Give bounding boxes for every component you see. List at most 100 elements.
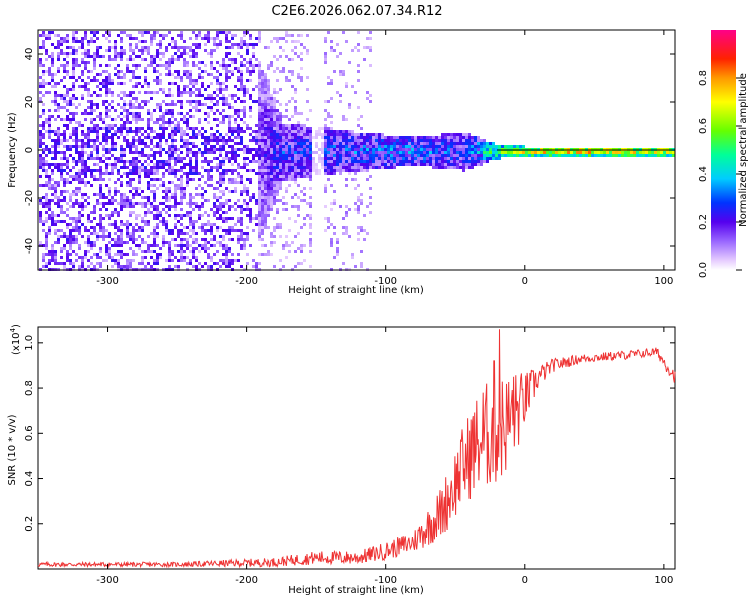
spectrogram-cell xyxy=(258,166,261,169)
spectrogram-cell xyxy=(213,37,216,40)
spectrogram-cell xyxy=(306,34,309,37)
spectrogram-cell xyxy=(267,103,270,106)
spectrogram-cell xyxy=(45,241,48,244)
spectrogram-cell xyxy=(156,256,159,259)
spectrogram-cell xyxy=(234,178,237,181)
spectrogram-cell xyxy=(51,64,54,67)
spectrogram-cell xyxy=(303,166,306,169)
spectrogram-cell xyxy=(255,58,258,61)
spectrogram-cell xyxy=(99,46,102,49)
spectrogram-cell xyxy=(108,40,111,43)
spectrogram-cell xyxy=(120,232,123,235)
spectrogram-cell xyxy=(108,79,111,82)
spectrogram-cell xyxy=(333,151,336,154)
spectrogram-cell xyxy=(246,52,249,55)
spectrogram-cell xyxy=(261,79,264,82)
spectrogram-cell xyxy=(54,166,57,169)
spectrogram-cell xyxy=(258,85,261,88)
spectrogram-cell xyxy=(120,118,123,121)
spectrogram-cell xyxy=(324,151,327,154)
spectrogram-cell xyxy=(357,139,360,142)
spectrogram-cell xyxy=(468,160,471,163)
spectrogram-cell xyxy=(51,217,54,220)
spectrogram-cell xyxy=(237,166,240,169)
spectrogram-cell xyxy=(171,229,174,232)
spectrogram-cell xyxy=(294,91,297,94)
spectrogram-cell xyxy=(369,163,372,166)
spectrogram-cell xyxy=(345,148,348,151)
spectrogram-cell xyxy=(216,163,219,166)
spectrogram-cell xyxy=(384,145,387,148)
spectrogram-cell xyxy=(327,136,330,139)
spectrogram-cell xyxy=(417,139,420,142)
spectrogram-cell xyxy=(273,91,276,94)
spectrogram-cell xyxy=(54,151,57,154)
spectrogram-cell xyxy=(66,118,69,121)
spectrogram-cell xyxy=(117,136,120,139)
spectrogram-cell xyxy=(633,151,636,154)
spectrogram-cell xyxy=(267,79,270,82)
spectrogram-cell xyxy=(72,76,75,79)
spectrogram-cell xyxy=(324,40,327,43)
spectrogram-cell xyxy=(282,178,285,181)
spectrogram-cell xyxy=(306,133,309,136)
spectrogram-cell xyxy=(246,262,249,265)
spectrogram-cell xyxy=(330,241,333,244)
spectrogram-cell xyxy=(258,172,261,175)
spectrogram-cell xyxy=(87,220,90,223)
spectrogram-cell xyxy=(186,85,189,88)
spectrogram-cell xyxy=(123,193,126,196)
spectrogram-cell xyxy=(261,244,264,247)
spectrogram-cell xyxy=(117,94,120,97)
spectrogram-cell xyxy=(282,70,285,73)
spectrogram-cell xyxy=(312,163,315,166)
spectrogram-cell xyxy=(204,103,207,106)
spectrogram-cell xyxy=(294,145,297,148)
spectrogram-cell xyxy=(135,163,138,166)
spectrogram-cell xyxy=(210,226,213,229)
spectrogram-cell xyxy=(258,64,261,67)
spectrogram-cell xyxy=(48,130,51,133)
spectrogram-cell xyxy=(333,169,336,172)
spectrogram-cell xyxy=(417,145,420,148)
spectrogram-cell xyxy=(180,157,183,160)
spectrogram-cell xyxy=(342,118,345,121)
spectrogram-cell xyxy=(333,142,336,145)
spectrogram-cell xyxy=(195,193,198,196)
spectrogram-cell xyxy=(177,244,180,247)
spectrogram-cell xyxy=(216,166,219,169)
spectrogram-cell xyxy=(477,160,480,163)
spectrogram-cell xyxy=(117,70,120,73)
spectrogram-cell xyxy=(144,175,147,178)
spectrogram-cell xyxy=(207,112,210,115)
spectrogram-cell xyxy=(66,256,69,259)
spectrogram-cell xyxy=(54,154,57,157)
spectrogram-cell xyxy=(399,148,402,151)
spectrogram-cell xyxy=(135,214,138,217)
spectrogram-cell xyxy=(114,148,117,151)
spectrogram-cell xyxy=(111,94,114,97)
spectrogram-cell xyxy=(195,94,198,97)
spectrogram-cell xyxy=(129,178,132,181)
spectrogram-cell xyxy=(252,193,255,196)
spectrogram-cell xyxy=(99,178,102,181)
spectrogram-cell xyxy=(435,154,438,157)
spectrogram-cell xyxy=(42,157,45,160)
spectrogram-cell xyxy=(204,151,207,154)
spectrogram-cell xyxy=(354,133,357,136)
spectrogram-cell xyxy=(330,133,333,136)
spectrogram-cell xyxy=(624,154,627,157)
spectrogram-cell xyxy=(132,178,135,181)
spectrogram-cell xyxy=(333,145,336,148)
spectrogram-cell xyxy=(108,199,111,202)
spectrogram-cell xyxy=(327,151,330,154)
spectrogram-cell xyxy=(465,136,468,139)
spectrogram-cell xyxy=(366,154,369,157)
spectrogram-cell xyxy=(273,142,276,145)
spectrogram-cell xyxy=(321,133,324,136)
spectrogram-cell xyxy=(471,163,474,166)
spectrogram-cell xyxy=(192,238,195,241)
spectrogram-cell xyxy=(288,229,291,232)
spectrogram-cell xyxy=(63,199,66,202)
spectrogram-cell xyxy=(387,166,390,169)
